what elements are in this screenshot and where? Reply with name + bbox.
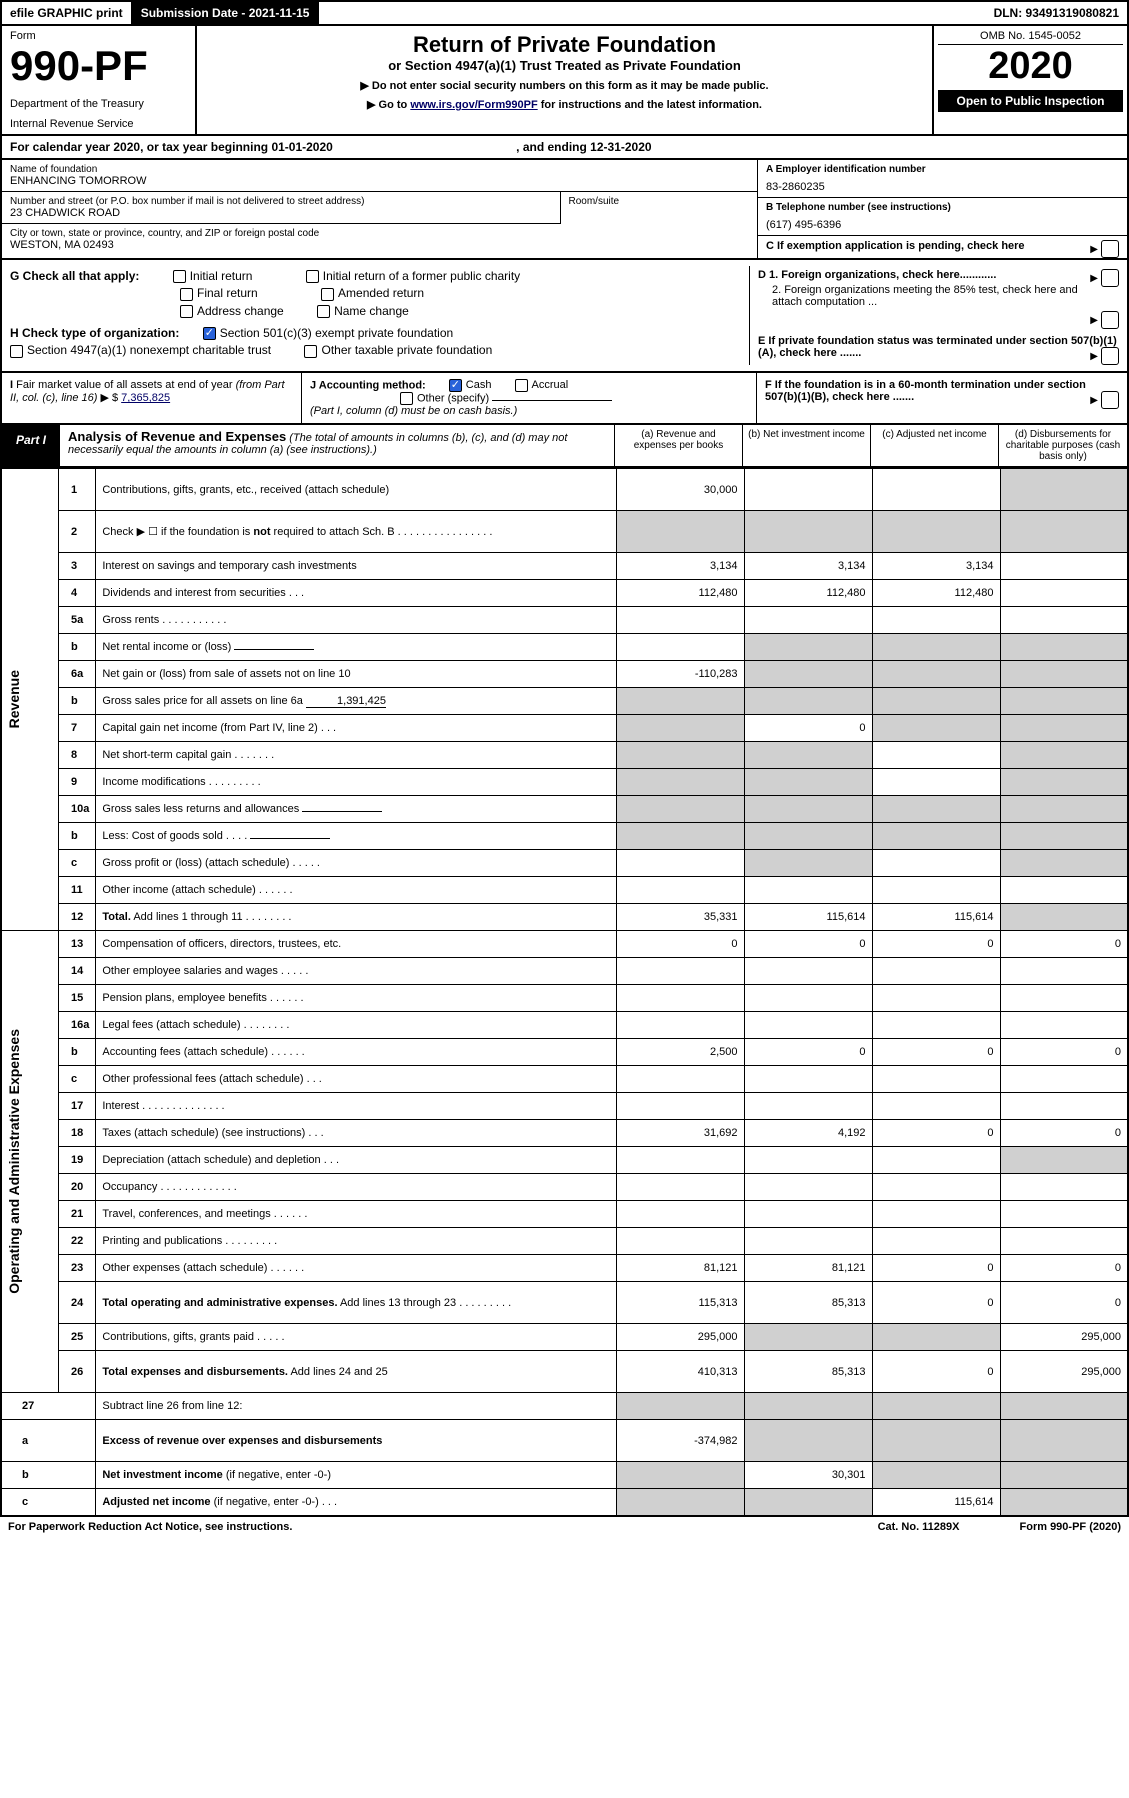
col-a-header: (a) Revenue and expenses per books bbox=[615, 425, 743, 466]
note-2: ▶ Go to www.irs.gov/Form990PF for instru… bbox=[203, 98, 926, 111]
ein-value: 83-2860235 bbox=[766, 181, 1119, 193]
page-footer: For Paperwork Reduction Act Notice, see … bbox=[0, 1517, 1129, 1537]
form-link[interactable]: www.irs.gov/Form990PF bbox=[410, 99, 537, 111]
fmv-value: 7,365,825 bbox=[121, 392, 170, 404]
col-c-header: (c) Adjusted net income bbox=[871, 425, 999, 466]
irs-label: Internal Revenue Service bbox=[10, 118, 187, 130]
dln-label: DLN: 93491319080821 bbox=[986, 2, 1127, 24]
revenue-table: Revenue1Contributions, gifts, grants, et… bbox=[0, 468, 1129, 1517]
footer-right: Form 990-PF (2020) bbox=[1020, 1521, 1122, 1533]
col-b-header: (b) Net investment income bbox=[743, 425, 871, 466]
note-1: ▶ Do not enter social security numbers o… bbox=[203, 79, 926, 92]
efile-label: efile GRAPHIC print bbox=[2, 2, 133, 24]
c-checkbox[interactable] bbox=[1101, 240, 1119, 258]
address-change-chk[interactable] bbox=[180, 305, 193, 318]
room-label: Room/suite bbox=[569, 196, 750, 207]
city-value: WESTON, MA 02493 bbox=[10, 239, 749, 251]
footer-left: For Paperwork Reduction Act Notice, see … bbox=[8, 1521, 292, 1533]
name-change-chk[interactable] bbox=[317, 305, 330, 318]
top-bar: efile GRAPHIC print Submission Date - 20… bbox=[0, 0, 1129, 26]
amended-return-chk[interactable] bbox=[321, 288, 334, 301]
footer-center: Cat. No. 11289X bbox=[878, 1521, 960, 1533]
form-word: Form bbox=[10, 30, 187, 42]
c-label: C If exemption application is pending, c… bbox=[766, 240, 1025, 252]
final-return-chk[interactable] bbox=[180, 288, 193, 301]
info-grid: Name of foundation ENHANCING TOMORROW Nu… bbox=[0, 160, 1129, 260]
e-checkbox[interactable] bbox=[1101, 347, 1119, 365]
street-address: 23 CHADWICK ROAD bbox=[10, 207, 552, 219]
open-public: Open to Public Inspection bbox=[938, 90, 1123, 112]
form-title: Return of Private Foundation bbox=[203, 32, 926, 58]
form-subtitle: or Section 4947(a)(1) Trust Treated as P… bbox=[203, 58, 926, 73]
initial-former-chk[interactable] bbox=[306, 270, 319, 283]
accrual-chk[interactable] bbox=[515, 379, 528, 392]
other-taxable-chk[interactable] bbox=[304, 345, 317, 358]
foundation-name: ENHANCING TOMORROW bbox=[10, 175, 749, 187]
row-ijf: I Fair market value of all assets at end… bbox=[0, 373, 1129, 425]
calendar-year-line: For calendar year 2020, or tax year begi… bbox=[0, 136, 1129, 160]
initial-return-chk[interactable] bbox=[173, 270, 186, 283]
tel-label: B Telephone number (see instructions) bbox=[766, 202, 1119, 213]
4947-chk[interactable] bbox=[10, 345, 23, 358]
501c3-chk[interactable] bbox=[203, 327, 216, 340]
submission-date: Submission Date - 2021-11-15 bbox=[133, 2, 320, 24]
f-checkbox[interactable] bbox=[1101, 391, 1119, 409]
d2-checkbox[interactable] bbox=[1101, 311, 1119, 329]
d1-checkbox[interactable] bbox=[1101, 269, 1119, 287]
col-d-header: (d) Disbursements for charitable purpose… bbox=[999, 425, 1127, 466]
part1-tab: Part I bbox=[2, 425, 60, 466]
addr-label: Number and street (or P.O. box number if… bbox=[10, 196, 552, 207]
form-number: 990-PF bbox=[10, 42, 187, 90]
other-chk[interactable] bbox=[400, 392, 413, 405]
part1-header: Part I Analysis of Revenue and Expenses … bbox=[0, 425, 1129, 468]
cash-chk[interactable] bbox=[449, 379, 462, 392]
omb-number: OMB No. 1545-0052 bbox=[938, 30, 1123, 45]
tax-year: 2020 bbox=[938, 45, 1123, 88]
city-label: City or town, state or province, country… bbox=[10, 228, 749, 239]
checks-g: G Check all that apply: Initial return I… bbox=[0, 260, 1129, 373]
ein-label: A Employer identification number bbox=[766, 164, 1119, 175]
tel-value: (617) 495-6396 bbox=[766, 219, 1119, 231]
form-header: Form 990-PF Department of the Treasury I… bbox=[0, 26, 1129, 136]
dept-label: Department of the Treasury bbox=[10, 98, 187, 110]
name-label: Name of foundation bbox=[10, 164, 749, 175]
